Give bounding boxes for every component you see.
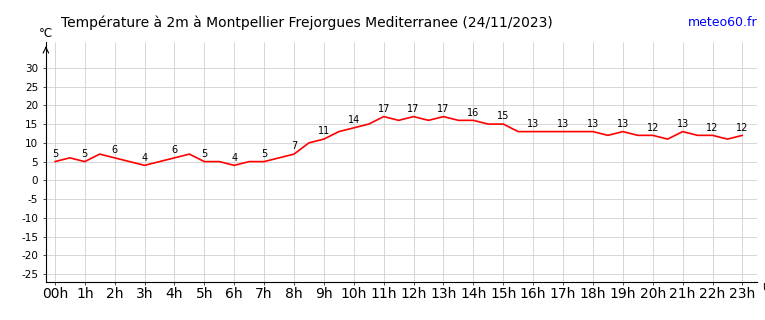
Text: UTC: UTC: [762, 284, 765, 293]
Text: 6: 6: [171, 145, 177, 155]
Text: 5: 5: [52, 149, 58, 159]
Text: 4: 4: [142, 153, 148, 163]
Text: 17: 17: [377, 104, 390, 114]
Text: 7: 7: [291, 141, 297, 151]
Text: 13: 13: [676, 119, 688, 129]
Text: °C: °C: [39, 27, 53, 40]
Text: 12: 12: [706, 123, 718, 133]
Text: 13: 13: [617, 119, 629, 129]
Text: 15: 15: [497, 111, 509, 122]
Text: 13: 13: [557, 119, 569, 129]
Text: 6: 6: [112, 145, 118, 155]
Text: 5: 5: [261, 149, 267, 159]
Text: 16: 16: [467, 108, 480, 118]
Text: 13: 13: [527, 119, 539, 129]
Text: 17: 17: [438, 104, 450, 114]
Text: 14: 14: [347, 115, 360, 125]
Text: 13: 13: [587, 119, 599, 129]
Text: 11: 11: [317, 126, 330, 136]
Text: meteo60.fr: meteo60.fr: [688, 16, 757, 29]
Text: 4: 4: [231, 153, 237, 163]
Text: 5: 5: [82, 149, 88, 159]
Text: 12: 12: [736, 123, 749, 133]
Text: 5: 5: [201, 149, 207, 159]
Text: 17: 17: [408, 104, 420, 114]
Text: Température à 2m à Montpellier Frejorgues Mediterranee (24/11/2023): Température à 2m à Montpellier Frejorgue…: [61, 16, 553, 30]
Text: 12: 12: [646, 123, 659, 133]
